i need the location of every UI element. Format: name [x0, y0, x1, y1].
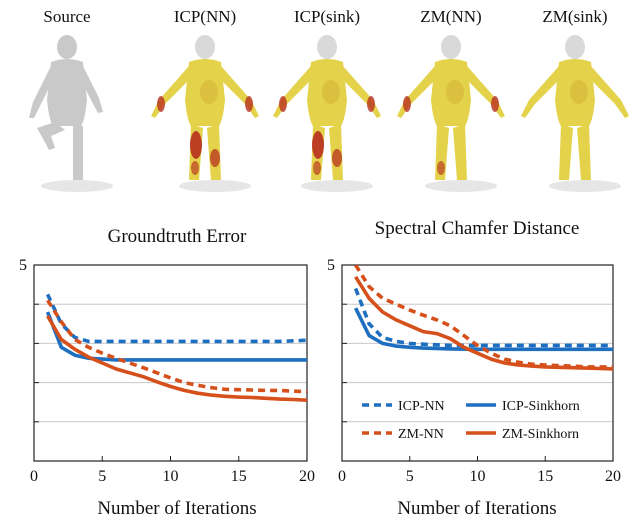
- standing-leg: [73, 124, 83, 180]
- legend-label: ICP-NN: [398, 399, 445, 414]
- head: [441, 35, 461, 59]
- legend-label: ICP-Sinkhorn: [502, 399, 580, 414]
- torso: [47, 59, 87, 126]
- shadow: [179, 180, 251, 192]
- error-patch: [312, 131, 324, 159]
- x-axis-label: Number of Iterations: [97, 498, 256, 519]
- left-arm: [273, 66, 313, 118]
- raised-leg: [37, 122, 65, 150]
- right-arm: [341, 66, 381, 118]
- right-arm: [219, 66, 259, 118]
- right-leg: [577, 124, 591, 180]
- chart-title: Groundtruth Error: [108, 226, 247, 247]
- series-line-zm-nn: [46, 299, 307, 394]
- x-tick-label: 5: [98, 468, 106, 485]
- right-arm: [589, 66, 629, 118]
- series-line-icp-nn: [353, 287, 613, 348]
- mesh-label: ZM(NN): [420, 7, 481, 26]
- mesh-label: Source: [43, 7, 90, 26]
- mesh-figure: ZM(sink): [521, 7, 629, 192]
- shadow: [549, 180, 621, 192]
- x-tick-label: 15: [231, 468, 247, 485]
- left-arm: [521, 66, 561, 118]
- x-tick-label: 15: [537, 468, 553, 485]
- chart-groundtruth-error: Groundtruth Error Number of Iterations 0…: [19, 226, 315, 519]
- left-arm: [151, 66, 191, 118]
- right-leg: [453, 124, 467, 180]
- mesh-label: ICP(NN): [174, 7, 236, 26]
- left-leg: [559, 124, 573, 180]
- y-tick-label: 5: [327, 257, 335, 274]
- legend-label: ZM-Sinkhorn: [502, 427, 579, 442]
- error-patch: [446, 80, 464, 104]
- right-arm: [465, 66, 505, 118]
- x-tick-label: 10: [470, 468, 486, 485]
- error-patch: [279, 96, 287, 112]
- mesh-figure: ICP(NN): [151, 7, 259, 192]
- legend: ICP-NN ICP-Sinkhorn ZM-NN ZM-Sinkhorn: [362, 399, 580, 442]
- x-tick-label: 20: [605, 468, 621, 485]
- x-tick-label: 5: [406, 468, 414, 485]
- error-patch: [245, 96, 253, 112]
- error-patch: [332, 149, 342, 167]
- shadow: [301, 180, 373, 192]
- head: [565, 35, 585, 59]
- x-tick-label: 0: [338, 468, 346, 485]
- plot-frame: [33, 264, 308, 462]
- x-tick-label: 10: [163, 468, 179, 485]
- error-patch: [322, 80, 340, 104]
- series-line-zm-sinkhorn: [46, 315, 307, 402]
- error-patch: [367, 96, 375, 112]
- mesh-figure: ZM(NN): [397, 7, 505, 192]
- y-tick-label: 5: [19, 257, 27, 274]
- left-arm: [397, 66, 437, 118]
- error-patch: [210, 149, 220, 167]
- error-patch: [313, 161, 321, 175]
- series-line-zm-nn: [354, 265, 613, 369]
- mesh-figure: Source: [29, 7, 113, 192]
- shadow: [425, 180, 497, 192]
- mesh-label: ZM(sink): [542, 7, 607, 26]
- error-patch: [437, 161, 445, 175]
- x-tick-label: 20: [299, 468, 315, 485]
- x-tick-label: 0: [30, 468, 38, 485]
- right-arm: [81, 66, 103, 113]
- error-patch: [191, 161, 199, 175]
- chart-title: Spectral Chamfer Distance: [375, 218, 580, 239]
- series-line-icp-sinkhorn: [45, 311, 307, 362]
- error-patch: [190, 131, 202, 159]
- error-patch: [403, 96, 411, 112]
- series-line-icp-nn: [45, 293, 307, 344]
- head: [195, 35, 215, 59]
- head: [317, 35, 337, 59]
- mesh-figure: ICP(sink): [273, 7, 381, 192]
- legend-label: ZM-NN: [398, 427, 444, 442]
- left-arm: [29, 66, 53, 118]
- error-patch: [491, 96, 499, 112]
- x-axis-label: Number of Iterations: [397, 498, 556, 519]
- error-patch: [200, 80, 218, 104]
- chart-spectral-chamfer-distance: Spectral Chamfer Distance Number of Iter…: [327, 218, 621, 519]
- mesh-row: Source ICP(NN) ICP(sink) ZM(NN) ZM(sink): [29, 7, 629, 192]
- error-patch: [157, 96, 165, 112]
- series-line-zm-sinkhorn: [354, 275, 613, 371]
- shadow: [41, 180, 113, 192]
- mesh-label: ICP(sink): [294, 7, 360, 26]
- series-line-icp-sinkhorn: [353, 307, 613, 352]
- head: [57, 35, 77, 59]
- error-patch: [570, 80, 588, 104]
